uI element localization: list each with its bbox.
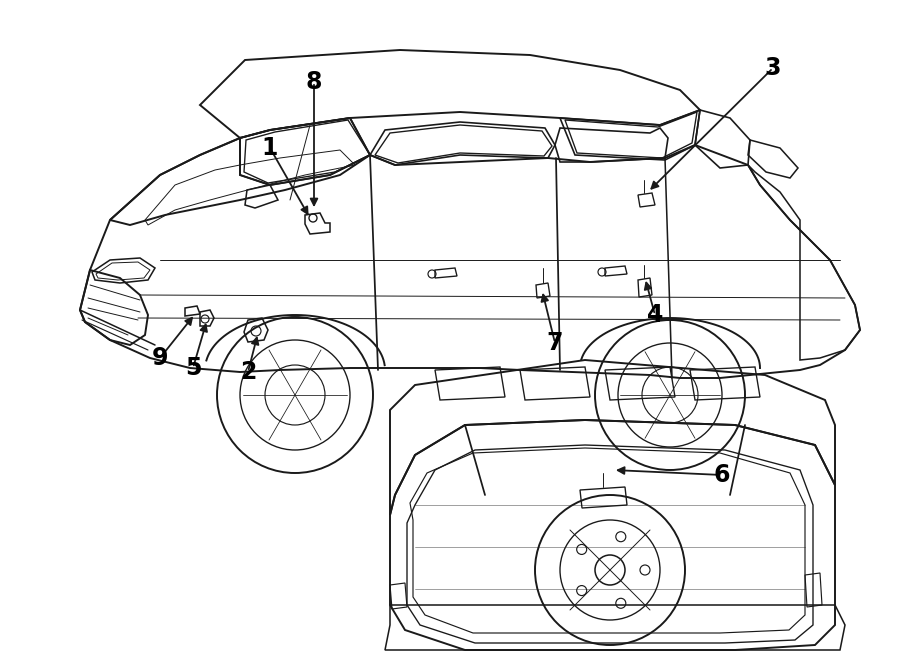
Text: 7: 7 [547,331,563,355]
Text: 8: 8 [306,70,322,94]
Text: 6: 6 [714,463,730,487]
Text: 2: 2 [239,360,256,384]
Text: 3: 3 [765,56,781,80]
Text: 1: 1 [262,136,278,160]
Text: 4: 4 [647,303,663,327]
Text: 5: 5 [184,356,202,380]
Text: 9: 9 [152,346,168,370]
